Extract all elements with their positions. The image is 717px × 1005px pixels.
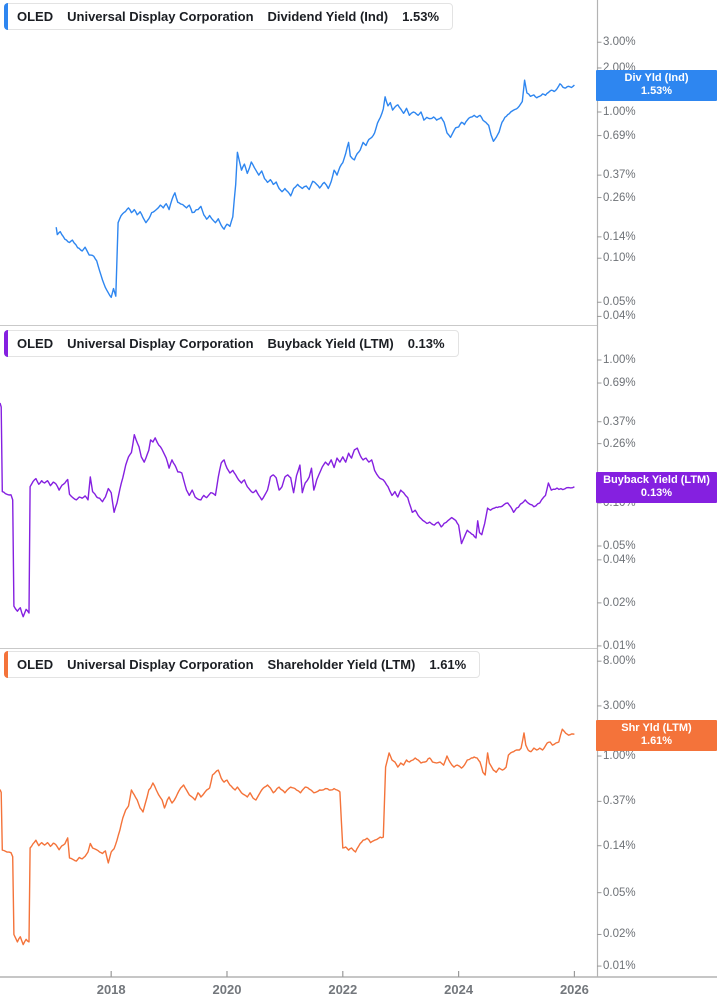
series-line-shareholder-yield — [0, 728, 575, 946]
legend-metric: Dividend Yield (Ind) — [267, 9, 389, 24]
y-tick-label: 0.10% — [603, 252, 636, 265]
x-tick-label: 2026 — [559, 982, 589, 997]
badge-label: Shr Yld (LTM) — [621, 721, 692, 734]
y-tick-label: 0.02% — [603, 596, 636, 609]
y-tick-label: 0.04% — [603, 553, 636, 566]
y-tick-label: 3.00% — [603, 36, 636, 49]
legend-metric: Buyback Yield (LTM) — [267, 336, 394, 351]
legend-dividend-yield[interactable]: OLED Universal Display Corporation Divid… — [4, 3, 454, 30]
x-tick-label: 2022 — [328, 982, 358, 997]
badge-value: 0.13% — [640, 487, 673, 500]
chart-panel-dividend-yield[interactable] — [0, 0, 597, 325]
y-tick-label: 1.00% — [603, 353, 636, 366]
y-tick-label: 0.37% — [603, 415, 636, 428]
legend-accent-bar — [4, 651, 8, 678]
legend-shareholder-yield[interactable]: OLED Universal Display Corporation Share… — [4, 651, 481, 678]
legend-ticker: OLED — [17, 336, 54, 351]
badge-label: Div Yld (Ind) — [624, 72, 689, 85]
y-tick-label: 1.00% — [603, 750, 636, 763]
y-tick-label: 0.01% — [603, 639, 636, 652]
series-line-dividend-yield — [55, 79, 575, 299]
y-tick-label: 0.69% — [603, 377, 636, 390]
y-tick-label: 0.04% — [603, 310, 636, 323]
badge-label: Buyback Yield (LTM) — [603, 474, 710, 487]
legend-value: 1.53% — [402, 9, 440, 24]
x-tick-label: 2024 — [444, 982, 474, 997]
y-tick-label: 0.05% — [603, 886, 636, 899]
y-tick-label: 0.14% — [603, 839, 636, 852]
legend-ticker: OLED — [17, 657, 54, 672]
x-tick-label: 2020 — [212, 982, 242, 997]
legend-value: 0.13% — [407, 336, 445, 351]
legend-value: 1.61% — [429, 657, 467, 672]
y-tick-label: 0.05% — [603, 539, 636, 552]
y-tick-label: 0.69% — [603, 129, 636, 142]
y-tick-label: 0.14% — [603, 230, 636, 243]
legend-accent-bar — [4, 330, 8, 357]
legend-buyback-yield[interactable]: OLED Universal Display Corporation Buyba… — [4, 330, 459, 357]
axis-badge-dividend-yield: Div Yld (Ind) 1.53% — [596, 70, 717, 102]
axis-badge-shareholder-yield: Shr Yld (LTM) 1.61% — [596, 719, 717, 751]
y-tick-label: 3.00% — [603, 699, 636, 712]
y-tick-label: 0.05% — [603, 296, 636, 309]
y-tick-label: 0.02% — [603, 928, 636, 941]
axis-badge-buyback-yield: Buyback Yield (LTM) 0.13% — [596, 472, 717, 504]
y-tick-label: 0.26% — [603, 191, 636, 204]
y-tick-label: 0.37% — [603, 795, 636, 808]
y-tick-label: 0.01% — [603, 960, 636, 973]
chart-panel-shareholder-yield[interactable] — [0, 648, 597, 977]
y-tick-label: 1.00% — [603, 106, 636, 118]
y-tick-label: 8.00% — [603, 655, 636, 668]
legend-metric: Shareholder Yield (LTM) — [267, 657, 416, 672]
legend-company: Universal Display Corporation — [67, 336, 254, 351]
badge-value: 1.53% — [640, 85, 673, 98]
badge-value: 1.61% — [640, 734, 673, 747]
y-tick-label: 0.26% — [603, 437, 636, 450]
legend-company: Universal Display Corporation — [67, 9, 254, 24]
legend-company: Universal Display Corporation — [67, 657, 254, 672]
x-tick-label: 2018 — [96, 982, 126, 997]
series-line-buyback-yield — [0, 402, 575, 618]
y-tick-label: 0.37% — [603, 169, 636, 182]
legend-accent-bar — [4, 3, 8, 30]
chart-panel-buyback-yield[interactable] — [0, 325, 597, 648]
legend-ticker: OLED — [17, 9, 54, 24]
